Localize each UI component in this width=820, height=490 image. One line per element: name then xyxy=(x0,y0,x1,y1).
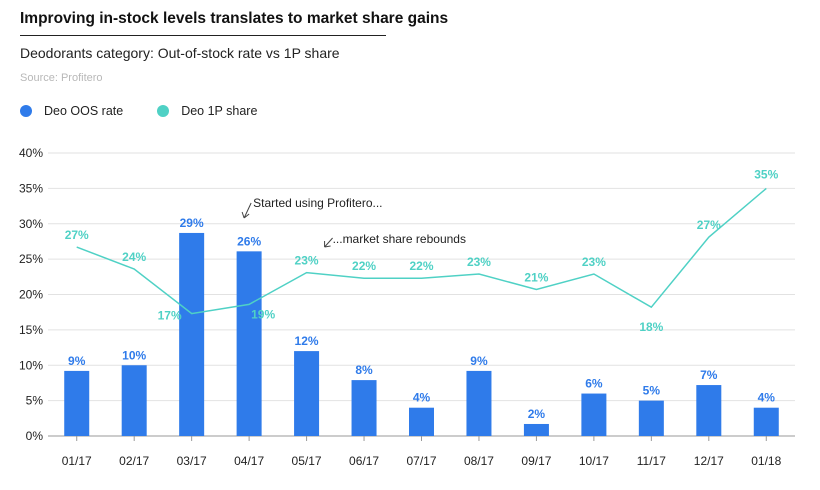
bar-data-label: 6% xyxy=(585,377,603,391)
bar-oos xyxy=(409,407,434,436)
x-tick-label: 05/17 xyxy=(292,454,322,468)
legend-label-share: Deo 1P share xyxy=(181,104,258,118)
bar-data-label: 4% xyxy=(758,391,776,405)
x-tick-label: 08/17 xyxy=(464,454,494,468)
annotation-started: Started using Profitero... xyxy=(253,196,382,210)
line-share xyxy=(76,187,767,315)
line-data-label: 17% xyxy=(158,309,182,323)
line-data-label: 23% xyxy=(295,254,319,268)
bar-oos xyxy=(179,232,205,436)
line-data-label: 27% xyxy=(65,228,89,242)
bar-oos xyxy=(523,423,549,436)
y-tick-label: 0% xyxy=(26,429,44,443)
annotation-arrow xyxy=(324,237,333,248)
line-data-label: 18% xyxy=(639,320,663,334)
bar-data-label: 2% xyxy=(528,407,546,421)
line-data-label: 19% xyxy=(251,307,275,321)
annotation-arrow xyxy=(241,202,252,219)
legend-label-oos: Deo OOS rate xyxy=(44,104,124,118)
y-tick-label: 35% xyxy=(19,181,43,195)
line-data-label: 23% xyxy=(467,255,491,269)
bar-data-label: 5% xyxy=(643,384,661,398)
bar-oos xyxy=(638,400,664,436)
bar-data-label: 26% xyxy=(237,234,261,248)
annotation-rebounds: ...market share rebounds xyxy=(333,232,466,246)
bar-oos xyxy=(351,380,377,436)
y-tick-label: 15% xyxy=(19,323,43,337)
bar-oos xyxy=(696,385,722,436)
bar-data-label: 9% xyxy=(68,354,86,368)
x-tick-label: 01/18 xyxy=(751,454,781,468)
bar-oos xyxy=(466,370,492,436)
legend-swatch-oos xyxy=(20,105,32,117)
bar-data-label: 8% xyxy=(355,363,373,377)
chart-source: Source: Profitero xyxy=(20,72,103,84)
line-data-label: 22% xyxy=(409,259,433,273)
legend-item-oos: Deo OOS rate xyxy=(20,104,123,118)
x-tick-label: 02/17 xyxy=(119,454,149,468)
bar-oos xyxy=(581,393,607,436)
bar-oos xyxy=(753,407,779,436)
chart-legend: Deo OOS rate Deo 1P share xyxy=(20,104,291,118)
line-data-label: 24% xyxy=(122,250,146,264)
bar-oos xyxy=(64,370,90,436)
y-tick-label: 25% xyxy=(19,252,43,266)
y-tick-label: 20% xyxy=(19,288,43,302)
x-tick-label: 07/17 xyxy=(406,454,436,468)
bar-oos xyxy=(121,365,147,436)
legend-item-share: Deo 1P share xyxy=(157,104,257,118)
line-data-label: 27% xyxy=(697,218,721,232)
bar-oos xyxy=(236,251,262,436)
title-underline xyxy=(20,35,386,36)
line-data-label: 22% xyxy=(352,259,376,273)
line-data-label: 35% xyxy=(754,167,778,181)
bar-data-label: 9% xyxy=(470,354,488,368)
x-tick-label: 01/17 xyxy=(62,454,92,468)
bar-data-label: 12% xyxy=(295,334,319,348)
line-data-label: 23% xyxy=(582,255,606,269)
x-tick-label: 04/17 xyxy=(234,454,264,468)
x-tick-label: 11/17 xyxy=(637,454,666,468)
x-tick-label: 10/17 xyxy=(579,454,609,468)
bar-data-label: 29% xyxy=(180,216,204,230)
y-tick-label: 10% xyxy=(19,358,43,372)
x-tick-label: 12/17 xyxy=(694,454,724,468)
x-tick-label: 09/17 xyxy=(521,454,551,468)
legend-swatch-share xyxy=(157,105,170,117)
bar-data-label: 4% xyxy=(413,391,431,405)
line-data-label: 21% xyxy=(524,271,548,285)
y-tick-label: 40% xyxy=(19,146,43,160)
bar-data-label: 10% xyxy=(122,348,146,362)
chart-subtitle: Deodorants category: Out-of-stock rate v… xyxy=(20,45,340,61)
x-tick-label: 03/17 xyxy=(177,454,207,468)
y-tick-label: 5% xyxy=(26,394,44,408)
bar-data-label: 7% xyxy=(700,368,718,382)
y-tick-label: 30% xyxy=(19,217,43,231)
x-tick-label: 06/17 xyxy=(349,454,379,468)
bar-oos xyxy=(294,351,320,436)
chart-title: Improving in-stock levels translates to … xyxy=(20,10,449,27)
